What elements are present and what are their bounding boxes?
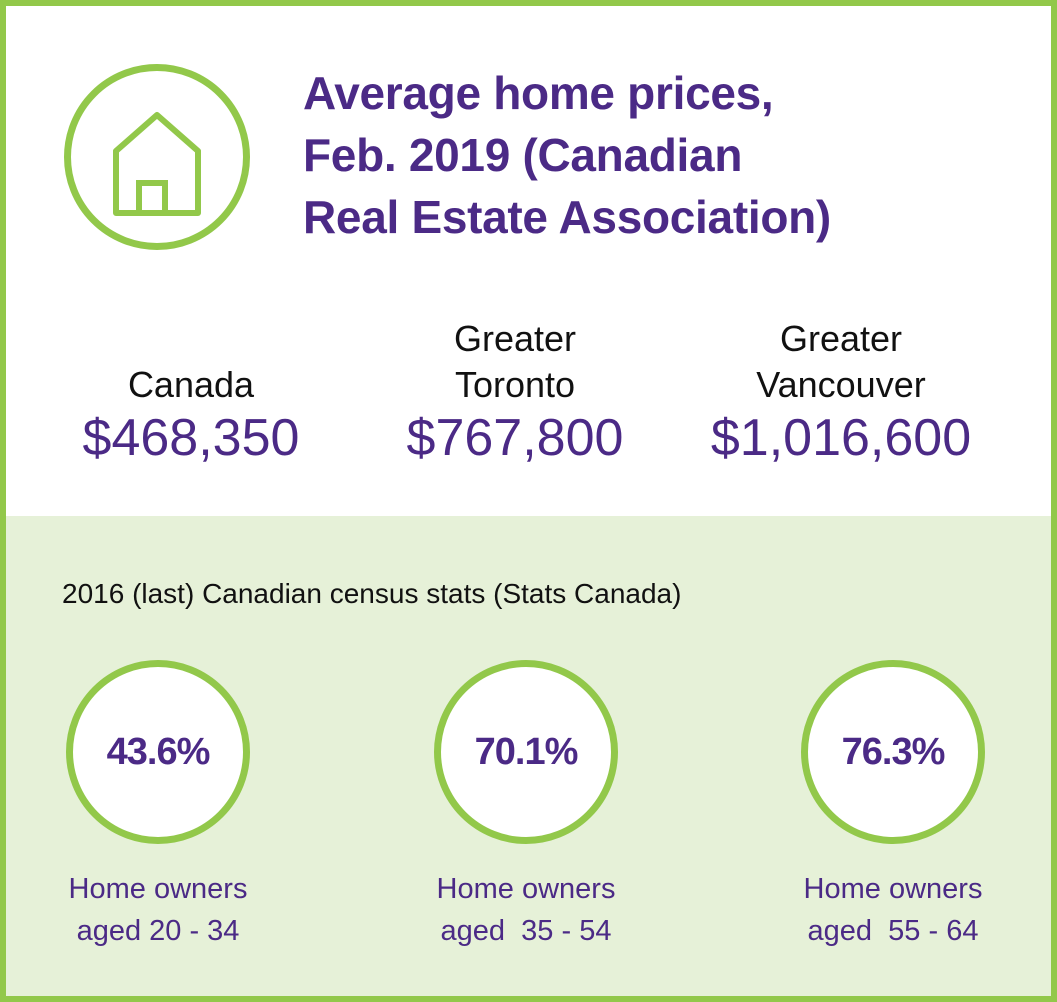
price-toronto: Greater Toronto $767,800 — [350, 316, 680, 468]
caption-line: Home owners — [68, 873, 248, 905]
stat-value: 76.3% — [801, 660, 985, 844]
price-label: Vancouver — [756, 364, 926, 405]
price-label: Toronto — [454, 364, 576, 405]
price-canada: Canada $468,350 — [26, 362, 356, 468]
title-line-1: Average home prices, — [303, 67, 774, 119]
caption-line: aged 20 - 34 — [76, 915, 240, 947]
page-title: Average home prices, Feb. 2019 (Canadian… — [303, 62, 1003, 248]
price-value: $1,016,600 — [710, 409, 972, 467]
price-label: Canada — [127, 364, 255, 405]
stat-55-64: 76.3% Home owners aged 55 - 64 — [743, 660, 1043, 952]
price-value: $468,350 — [82, 409, 300, 467]
price-label: Greater — [779, 318, 903, 359]
stat-value: 70.1% — [434, 660, 618, 844]
stat-value: 43.6% — [66, 660, 250, 844]
stat-caption: Home owners aged 35 - 54 — [376, 868, 676, 952]
price-value: $767,800 — [406, 409, 624, 467]
stat-caption: Home owners aged 55 - 64 — [743, 868, 1043, 952]
house-icon — [64, 64, 250, 250]
stat-20-34: 43.6% Home owners aged 20 - 34 — [8, 660, 308, 952]
price-vancouver: Greater Vancouver $1,016,600 — [676, 316, 1006, 468]
census-heading: 2016 (last) Canadian census stats (Stats… — [62, 578, 682, 609]
caption-line: aged 35 - 54 — [440, 915, 612, 947]
title-line-2: Feb. 2019 (Canadian — [303, 129, 743, 181]
caption-line: Home owners — [803, 873, 983, 905]
price-label: Greater — [453, 318, 577, 359]
title-line-3: Real Estate Association) — [303, 191, 831, 243]
caption-line: Home owners — [436, 873, 616, 905]
caption-line: aged 55 - 64 — [807, 915, 979, 947]
stat-35-54: 70.1% Home owners aged 35 - 54 — [376, 660, 676, 952]
stat-caption: Home owners aged 20 - 34 — [8, 868, 308, 952]
